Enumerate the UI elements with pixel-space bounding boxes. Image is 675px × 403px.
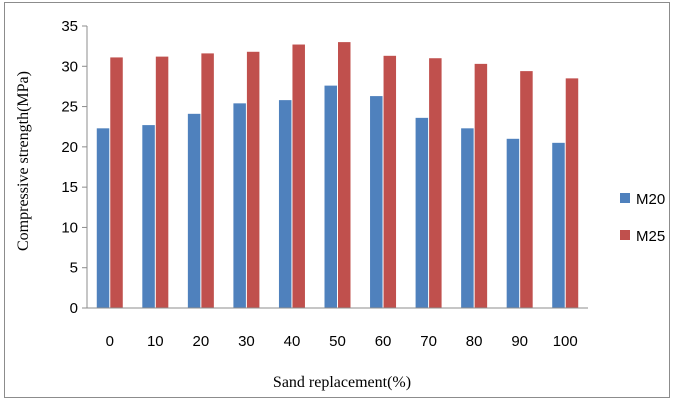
bar-m20-80 bbox=[461, 128, 474, 308]
x-tick-label: 100 bbox=[553, 333, 578, 350]
y-tick-label: 25 bbox=[61, 99, 78, 116]
x-axis-ticks: 0 10 20 30 40 50 60 70 80 90 100 bbox=[106, 333, 578, 350]
x-tick-label: 30 bbox=[238, 333, 255, 350]
y-tick-label: 35 bbox=[61, 18, 78, 35]
bar-m20-20 bbox=[187, 113, 201, 308]
bar-m25-100 bbox=[565, 78, 579, 308]
y-tick-label: 0 bbox=[70, 300, 78, 317]
bar-m20-50 bbox=[324, 85, 337, 308]
y-axis-ticks: 0 5 10 15 20 25 30 35 bbox=[61, 18, 87, 317]
legend-swatch-m25 bbox=[620, 230, 630, 240]
x-tick-label: 0 bbox=[106, 333, 114, 350]
x-tick-label: 60 bbox=[375, 333, 392, 350]
y-axis-title: Compressive strength(MPa) bbox=[15, 71, 32, 251]
x-tick-label: 80 bbox=[466, 333, 483, 350]
y-tick-label: 5 bbox=[70, 260, 78, 277]
legend-label-m25: M25 bbox=[636, 228, 665, 245]
bar-m25-50 bbox=[338, 42, 351, 308]
x-tick-label: 70 bbox=[420, 333, 437, 350]
x-axis-title: Sand replacement(%) bbox=[273, 374, 411, 391]
bar-m25-0 bbox=[110, 57, 123, 309]
bar-m20-0 bbox=[96, 128, 110, 308]
bar-m25-40 bbox=[292, 44, 305, 308]
bars bbox=[96, 42, 579, 309]
bar-m20-90 bbox=[506, 138, 520, 308]
legend-label-m20: M20 bbox=[636, 191, 665, 208]
bar-m25-60 bbox=[383, 55, 397, 308]
y-tick-label: 10 bbox=[61, 219, 78, 236]
bar-m25-70 bbox=[429, 58, 442, 308]
bar-m20-70 bbox=[415, 117, 429, 308]
y-tick-label: 30 bbox=[61, 58, 78, 75]
y-tick-label: 15 bbox=[61, 179, 78, 196]
bar-m20-40 bbox=[278, 100, 292, 308]
x-tick-label: 40 bbox=[284, 333, 301, 350]
bar-m25-80 bbox=[474, 63, 488, 308]
legend-swatch-m20 bbox=[620, 193, 630, 203]
x-tick-label: 20 bbox=[193, 333, 210, 350]
bar-m20-30 bbox=[233, 103, 246, 308]
bar-m25-30 bbox=[246, 51, 260, 308]
bar-m25-20 bbox=[201, 53, 214, 308]
x-tick-label: 50 bbox=[329, 333, 346, 350]
bar-m20-10 bbox=[142, 125, 155, 308]
bar-m25-10 bbox=[155, 56, 169, 308]
y-tick-label: 20 bbox=[61, 139, 78, 156]
bar-m25-90 bbox=[520, 71, 533, 309]
x-tick-label: 10 bbox=[147, 333, 164, 350]
bar-m20-60 bbox=[370, 96, 383, 309]
x-tick-label: 90 bbox=[511, 333, 528, 350]
bar-m20-100 bbox=[552, 142, 565, 308]
legend: M20 M25 bbox=[620, 191, 665, 245]
